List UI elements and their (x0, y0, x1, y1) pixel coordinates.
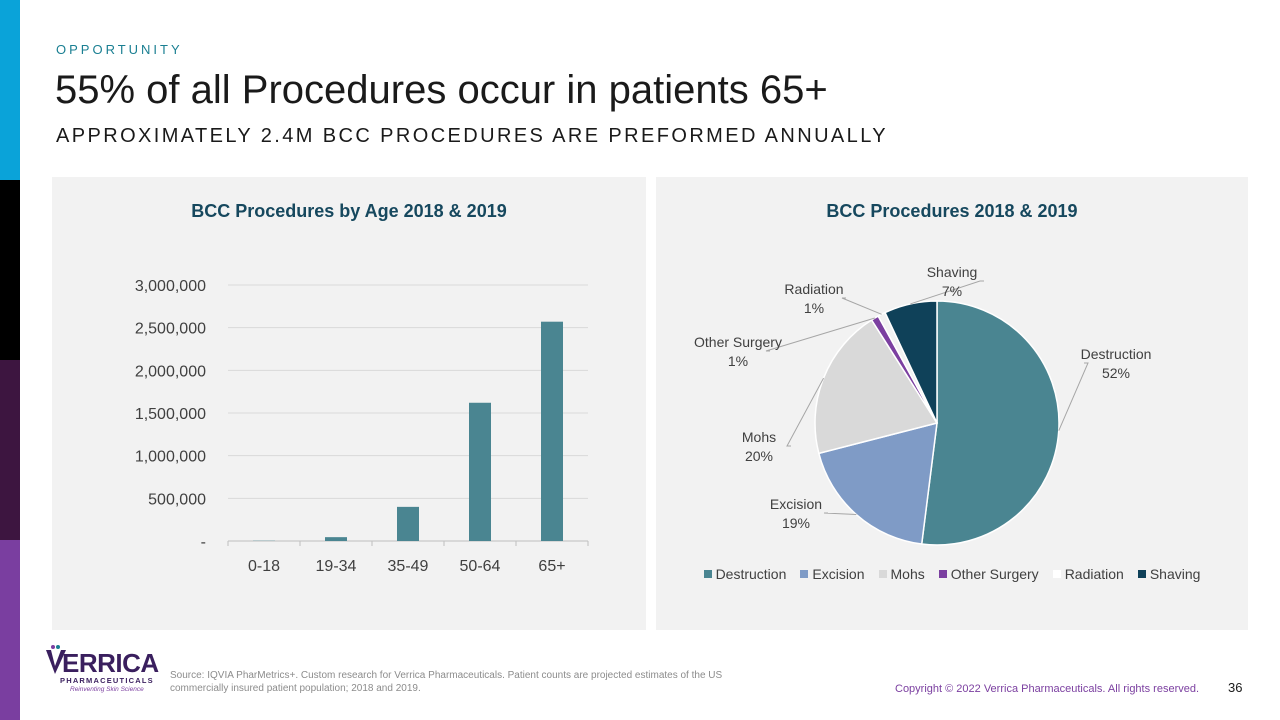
legend-label: Excision (812, 566, 865, 582)
legend-swatch (878, 570, 887, 578)
pie-chart-panel: BCC Procedures 2018 & 2019 Destruction 52… (656, 177, 1248, 630)
legend-label: Other Surgery (950, 566, 1039, 582)
y-tick-label: 2,500,000 (135, 321, 206, 338)
bar-chart-title: BCC Procedures by Age 2018 & 2019 (191, 201, 507, 221)
legend-label: Shaving (1149, 566, 1201, 582)
slice-value-label: 1% (728, 353, 748, 369)
slice-value-label: 20% (745, 448, 773, 464)
eyebrow-label: OPPORTUNITY (56, 42, 183, 57)
copyright-text: Copyright © 2022 Verrica Pharmaceuticals… (895, 683, 1200, 695)
logo-wordmark: ERRICA (62, 648, 159, 678)
legend-swatch (703, 570, 712, 578)
legend-item: Shaving (1137, 566, 1201, 582)
bar-35-49 (397, 506, 419, 541)
sidebar-color-bar (0, 0, 20, 720)
leader-line (765, 317, 876, 352)
slice-value-label: 1% (804, 300, 824, 316)
pie-legend: Destruction Excision Mohs Other Surgery Radi… (656, 566, 1248, 582)
legend-item: Destruction (703, 566, 787, 582)
slice-category-label: Radiation (784, 281, 843, 297)
bar-chart: - 500,000 1,000,000 1,500,000 2,000,000 2,500… (135, 278, 589, 575)
sidebar-segment-plum (0, 360, 20, 540)
sidebar-segment-black (0, 180, 20, 360)
x-tick-label: 19-34 (316, 558, 357, 575)
bar-chart-panel: BCC Procedures by Age 2018 & 2019 - 500,0… (52, 177, 646, 630)
legend-item: Mohs (878, 566, 925, 582)
logo-v-mark-icon (46, 645, 66, 674)
x-tick-label: 0-18 (248, 558, 280, 575)
slice-value-label: 52% (1102, 365, 1130, 381)
legend-item: Radiation (1052, 566, 1124, 582)
slice-category-label: Excision (770, 496, 822, 512)
x-tick-label: 50-64 (460, 558, 501, 575)
legend-swatch (1052, 570, 1061, 578)
legend-label: Destruction (715, 566, 787, 582)
logo-subtitle: PHARMACEUTICALS (60, 676, 154, 685)
slice-category-label: Other Surgery (694, 334, 782, 350)
slice-value-label: 19% (782, 515, 810, 531)
x-tick-label: 35-49 (388, 558, 429, 575)
bar-65+ (541, 321, 563, 541)
y-tick-label: 2,000,000 (135, 363, 206, 380)
y-tick-label: - (201, 534, 206, 551)
legend-label: Mohs (890, 566, 925, 582)
page-title: 55% of all Procedures occur in patients … (55, 68, 828, 112)
y-tick-label: 1,500,000 (135, 406, 206, 423)
pie-chart-title: BCC Procedures 2018 & 2019 (826, 201, 1078, 221)
slice-category-label: Mohs (742, 429, 776, 445)
leader-line (910, 280, 984, 305)
y-tick-label: 1,000,000 (135, 449, 206, 466)
x-tick-label: 65+ (538, 558, 565, 575)
page-subtitle: APPROXIMATELY 2.4M BCC PROCEDURES ARE PR… (56, 125, 888, 147)
legend-swatch (938, 570, 947, 578)
leader-line (786, 377, 825, 447)
pie-slice-destruction (920, 300, 1060, 546)
leader-line (841, 297, 882, 315)
legend-label: Radiation (1064, 566, 1124, 582)
leader-line (823, 512, 857, 516)
logo-tagline: Reinventing Skin Science (70, 686, 144, 693)
leader-line (1058, 362, 1089, 431)
page-number: 36 (1228, 680, 1243, 695)
y-tick-label: 3,000,000 (135, 278, 206, 295)
legend-swatch (800, 570, 809, 578)
pie-chart: Destruction 52% Excision 19% Mohs 20% Other Su… (694, 264, 1152, 546)
source-note: Source: IQVIA PharMetrics+. Custom resea… (170, 670, 723, 694)
legend-item: Other Surgery (938, 566, 1039, 582)
sidebar-segment-blue (0, 0, 20, 180)
pie-slice-mohs (814, 318, 939, 455)
sidebar-segment-purple (0, 540, 20, 720)
verrica-logo: ERRICA PHARMACEUTICALS Reinventing Skin … (44, 644, 159, 704)
slice-value-label: 7% (942, 283, 962, 299)
bar-50-64 (469, 402, 491, 541)
legend-item: Excision (800, 566, 865, 582)
bar-19-34 (325, 537, 347, 541)
slice-category-label: Destruction (1081, 346, 1152, 362)
slice-category-label: Shaving (927, 264, 978, 280)
legend-swatch (1137, 570, 1146, 578)
y-tick-label: 500,000 (148, 491, 206, 508)
